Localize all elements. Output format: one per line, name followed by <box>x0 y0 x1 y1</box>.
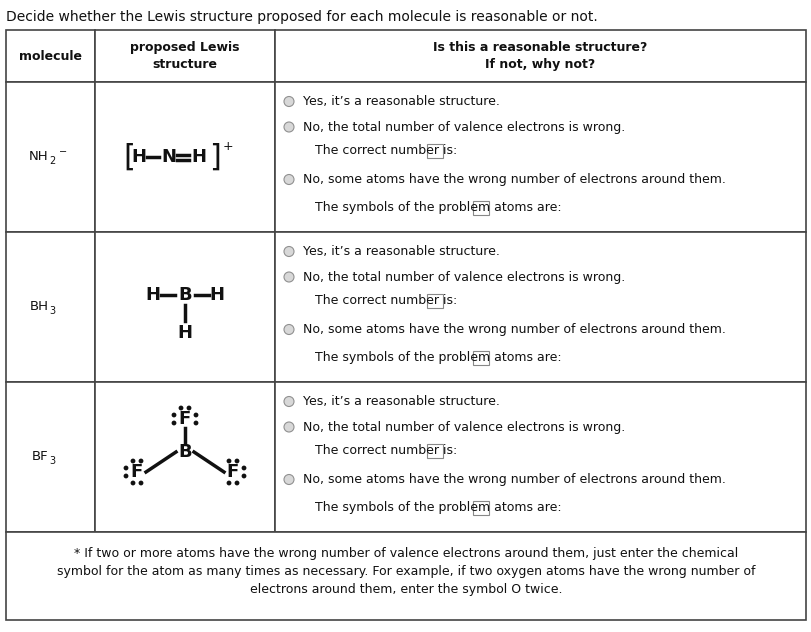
Bar <box>275 382 805 532</box>
Text: [: [ <box>122 142 135 171</box>
Circle shape <box>284 122 294 132</box>
Circle shape <box>227 459 230 463</box>
Text: H: H <box>178 324 192 342</box>
Text: H: H <box>209 286 224 304</box>
Text: H: H <box>131 148 146 166</box>
Text: F: F <box>178 410 191 428</box>
Bar <box>6 30 95 82</box>
Text: Yes, it’s a reasonable structure.: Yes, it’s a reasonable structure. <box>303 95 500 108</box>
Circle shape <box>139 459 143 463</box>
Text: The symbols of the problem atoms are:: The symbols of the problem atoms are: <box>315 502 561 514</box>
Text: NH: NH <box>29 150 49 164</box>
Text: 3: 3 <box>49 306 56 316</box>
Bar <box>275 30 805 82</box>
Circle shape <box>227 482 230 485</box>
Circle shape <box>284 246 294 257</box>
Bar <box>95 30 275 82</box>
Text: No, the total number of valence electrons is wrong.: No, the total number of valence electron… <box>303 121 624 133</box>
Circle shape <box>187 406 191 410</box>
Circle shape <box>284 422 294 432</box>
Text: 3: 3 <box>49 456 56 466</box>
Text: +: + <box>223 140 234 154</box>
Circle shape <box>284 174 294 185</box>
Circle shape <box>284 396 294 406</box>
Text: The correct number is:: The correct number is: <box>315 444 457 458</box>
Circle shape <box>235 459 238 463</box>
Bar <box>6 532 805 620</box>
Circle shape <box>284 97 294 107</box>
Bar <box>95 82 275 232</box>
Circle shape <box>242 466 246 470</box>
Text: No, the total number of valence electrons is wrong.: No, the total number of valence electron… <box>303 420 624 434</box>
Text: * If two or more atoms have the wrong number of valence electrons around them, j: * If two or more atoms have the wrong nu… <box>57 547 754 595</box>
Bar <box>473 501 488 515</box>
Circle shape <box>139 482 143 485</box>
Text: H: H <box>145 286 161 304</box>
Circle shape <box>284 475 294 485</box>
Text: H: H <box>191 148 206 166</box>
Bar <box>275 82 805 232</box>
Circle shape <box>131 459 135 463</box>
Text: molecule: molecule <box>19 49 82 63</box>
Circle shape <box>172 422 175 425</box>
Circle shape <box>131 482 135 485</box>
Text: ]: ] <box>208 142 221 171</box>
Text: The symbols of the problem atoms are:: The symbols of the problem atoms are: <box>315 351 561 365</box>
Text: B: B <box>178 286 191 304</box>
Circle shape <box>194 422 197 425</box>
Text: F: F <box>131 463 143 481</box>
Text: No, some atoms have the wrong number of electrons around them.: No, some atoms have the wrong number of … <box>303 173 725 186</box>
Text: Yes, it’s a reasonable structure.: Yes, it’s a reasonable structure. <box>303 245 500 258</box>
Text: No, some atoms have the wrong number of electrons around them.: No, some atoms have the wrong number of … <box>303 473 725 486</box>
Circle shape <box>284 324 294 334</box>
Circle shape <box>242 474 246 478</box>
Text: F: F <box>226 463 238 481</box>
Bar <box>473 201 488 215</box>
Bar <box>427 144 443 158</box>
Text: The symbols of the problem atoms are:: The symbols of the problem atoms are: <box>315 202 561 214</box>
Text: No, some atoms have the wrong number of electrons around them.: No, some atoms have the wrong number of … <box>303 323 725 336</box>
Text: Yes, it’s a reasonable structure.: Yes, it’s a reasonable structure. <box>303 395 500 408</box>
Bar <box>95 382 275 532</box>
Text: Is this a reasonable structure?
If not, why not?: Is this a reasonable structure? If not, … <box>433 41 647 71</box>
Bar <box>6 82 95 232</box>
Text: B: B <box>178 443 191 461</box>
Text: proposed Lewis
structure: proposed Lewis structure <box>130 41 239 71</box>
Text: BF: BF <box>32 451 49 463</box>
Circle shape <box>124 474 127 478</box>
Text: BH: BH <box>29 300 49 313</box>
Circle shape <box>179 406 182 410</box>
Bar <box>6 232 95 382</box>
Text: The correct number is:: The correct number is: <box>315 295 457 308</box>
Circle shape <box>172 413 175 416</box>
Bar <box>6 382 95 532</box>
Bar <box>473 351 488 365</box>
Text: −: − <box>58 147 67 157</box>
Bar <box>427 294 443 308</box>
Text: No, the total number of valence electrons is wrong.: No, the total number of valence electron… <box>303 270 624 284</box>
Circle shape <box>235 482 238 485</box>
Text: 2: 2 <box>49 156 56 166</box>
Bar <box>275 232 805 382</box>
Circle shape <box>284 272 294 282</box>
Circle shape <box>124 466 127 470</box>
Text: The correct number is:: The correct number is: <box>315 145 457 157</box>
Text: Decide whether the Lewis structure proposed for each molecule is reasonable or n: Decide whether the Lewis structure propo… <box>6 10 597 24</box>
Bar <box>95 232 275 382</box>
Text: N: N <box>161 148 176 166</box>
Bar <box>427 444 443 458</box>
Circle shape <box>194 413 197 416</box>
